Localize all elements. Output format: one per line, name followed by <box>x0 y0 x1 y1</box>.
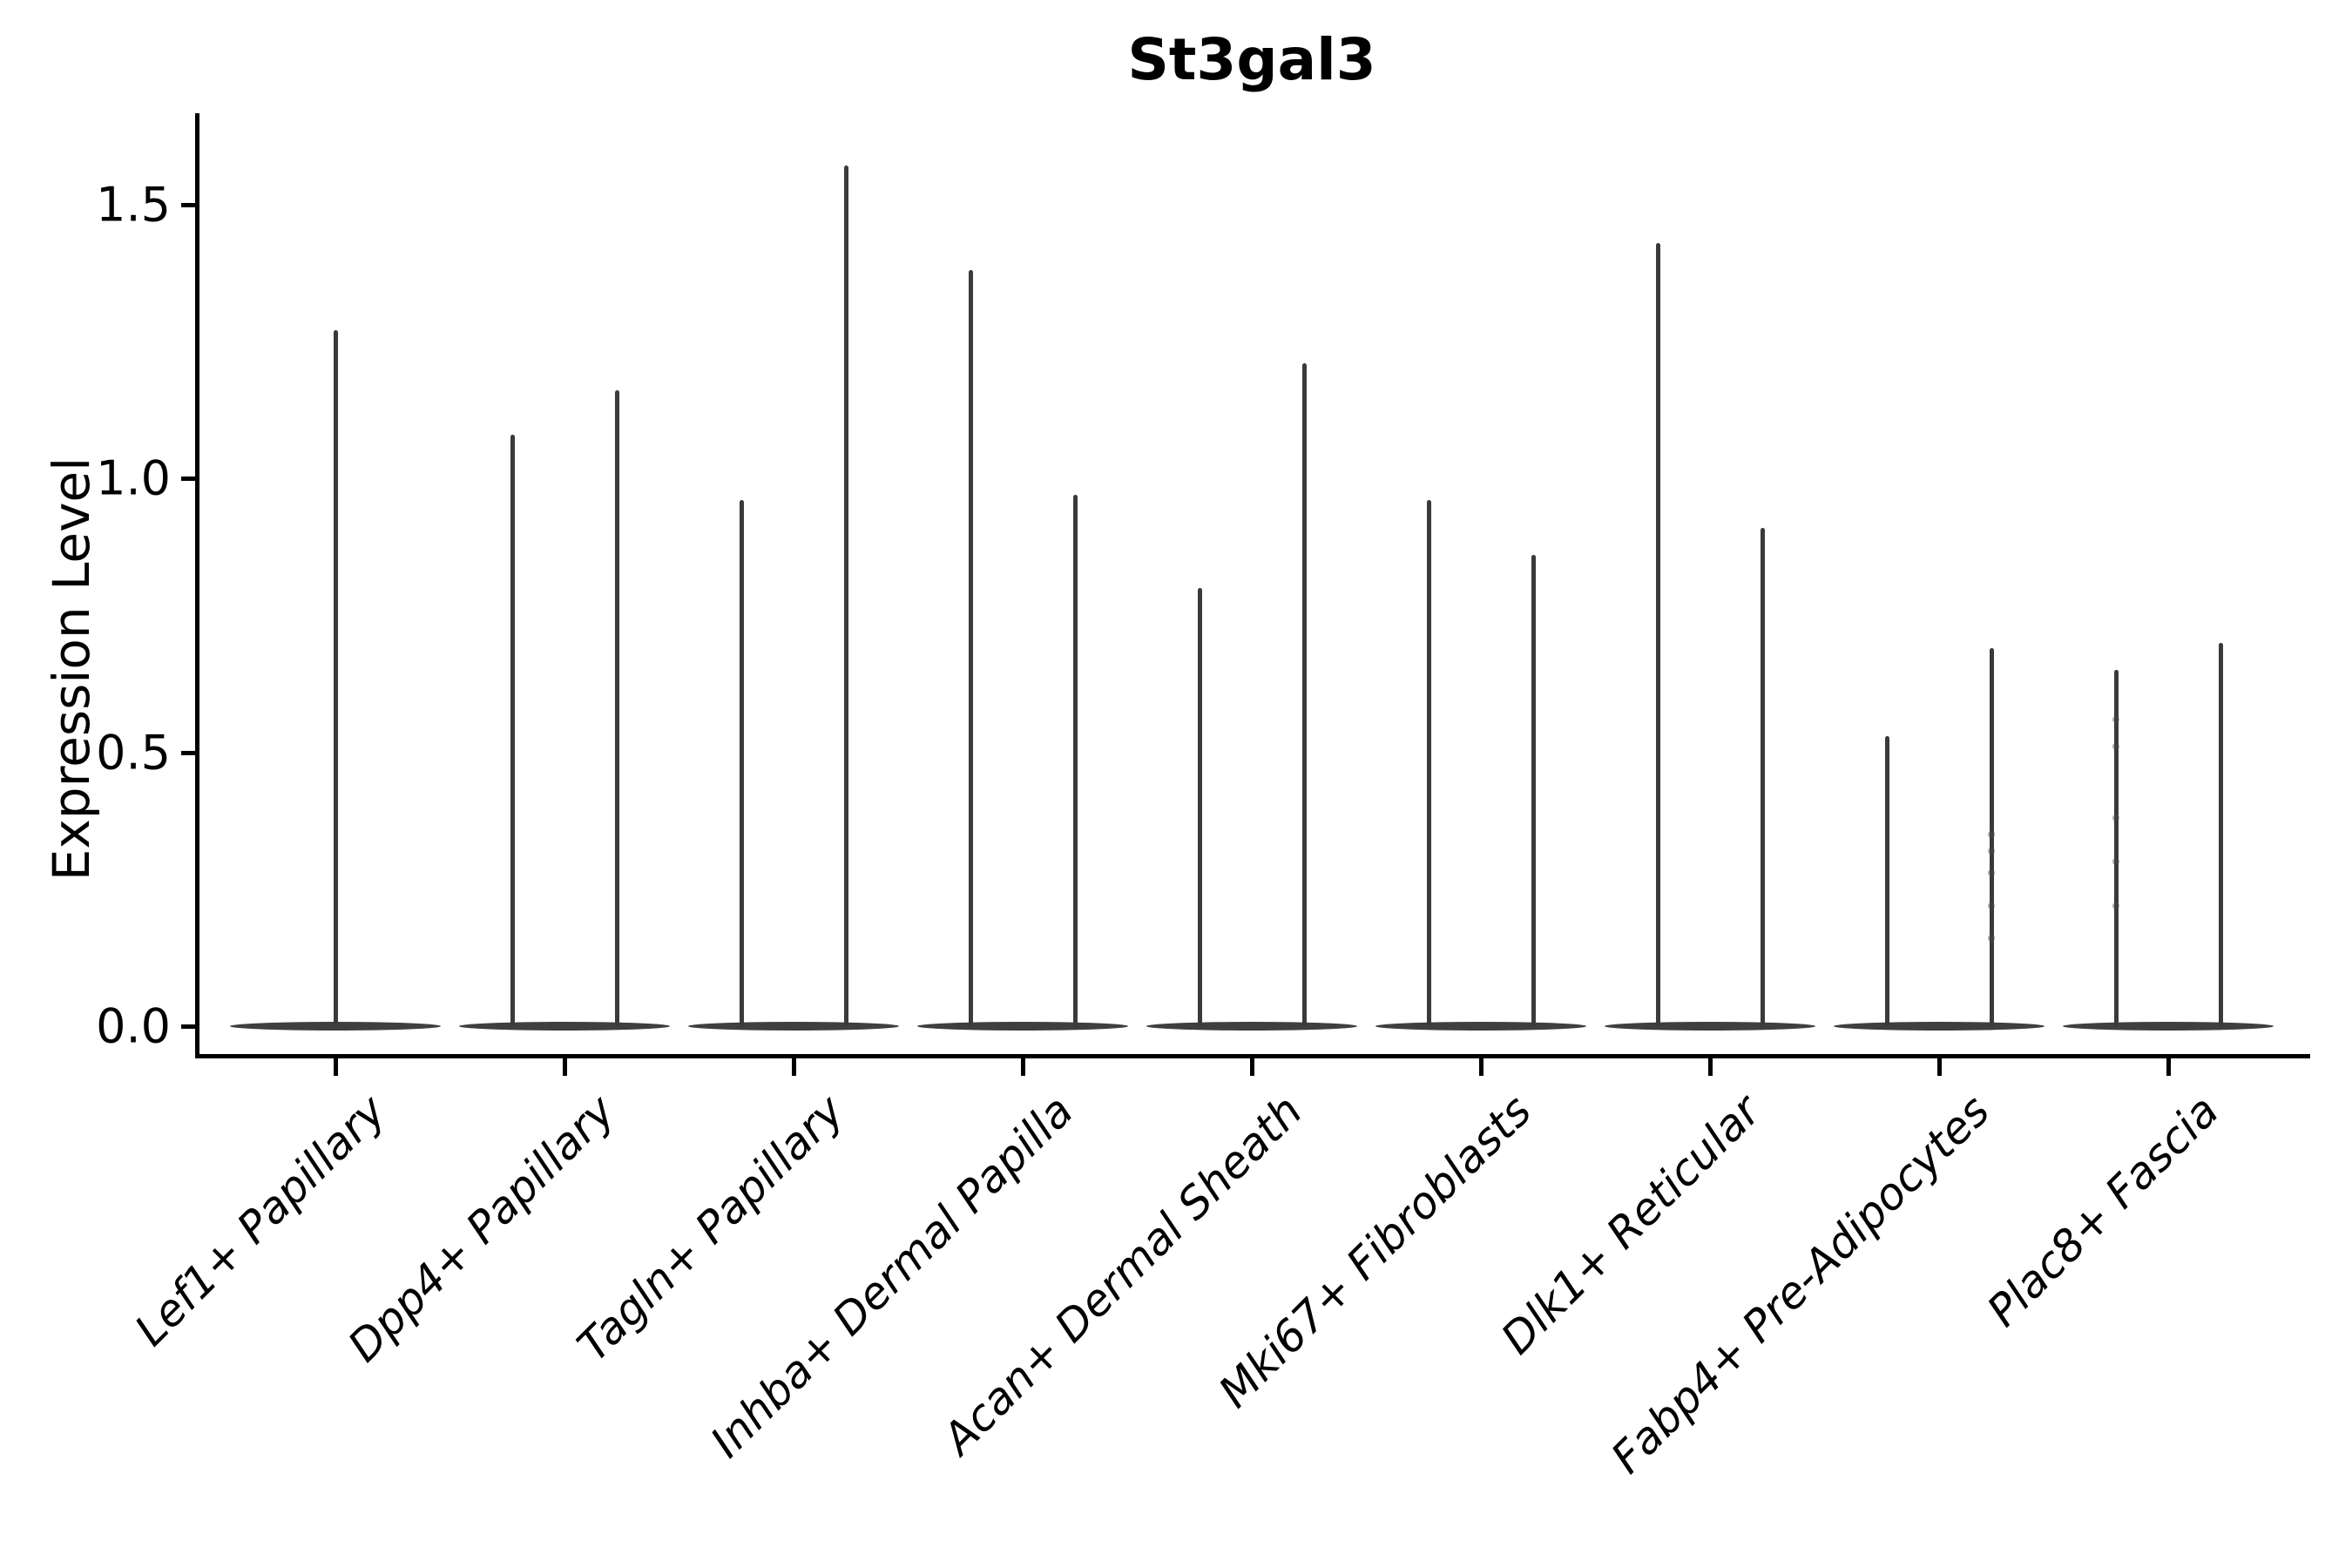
violin-spike <box>2114 670 2119 1026</box>
violin-spike <box>969 269 973 1026</box>
y-tick-label: 0.0 <box>96 998 171 1054</box>
expression-dot <box>2112 743 2119 751</box>
expression-dot <box>2112 902 2119 909</box>
chart-title: St3gal3 <box>1127 26 1376 93</box>
violin-spike <box>844 166 848 1026</box>
expression-dot <box>2112 814 2119 821</box>
x-tick <box>1708 1058 1713 1076</box>
expression-dot <box>1988 902 1995 909</box>
y-tick-label: 1.5 <box>96 177 171 232</box>
violin-spike <box>1656 242 1660 1026</box>
violin-body <box>230 1022 441 1031</box>
x-tick <box>334 1058 338 1076</box>
violin-body <box>1146 1022 1357 1031</box>
violin-spike <box>1073 494 1078 1026</box>
violin-body <box>2063 1022 2274 1031</box>
y-tick-label: 1.0 <box>96 450 171 506</box>
violin-body <box>1375 1022 1586 1031</box>
violin-body <box>1834 1022 2044 1031</box>
violin-spike <box>1990 647 1994 1026</box>
violin-body <box>459 1022 670 1031</box>
violin-spike <box>1531 555 1536 1026</box>
x-tick <box>1479 1058 1484 1076</box>
x-tick <box>2166 1058 2171 1076</box>
y-tick-label: 0.5 <box>96 725 171 780</box>
violin-spike <box>1198 587 1202 1026</box>
x-tick <box>1021 1058 1025 1076</box>
violin-body <box>917 1022 1128 1031</box>
expression-dot <box>2112 715 2119 723</box>
violin-spike <box>615 390 619 1026</box>
expression-dot <box>1988 830 1995 838</box>
expression-dot <box>1988 847 1995 855</box>
x-axis-spine <box>195 1054 2310 1058</box>
expression-dot <box>2112 858 2119 866</box>
violin-spike <box>1302 362 1307 1026</box>
violin-spike <box>334 330 338 1026</box>
violin-body <box>1605 1022 1815 1031</box>
y-tick <box>181 476 195 481</box>
violin-spike <box>1885 735 1889 1026</box>
violin-spike <box>740 500 744 1026</box>
violin-spike <box>2219 642 2223 1026</box>
expression-dot <box>1988 935 1995 943</box>
y-tick <box>181 202 195 207</box>
y-axis-label: Expression Level <box>42 456 101 882</box>
x-tick <box>1250 1058 1254 1076</box>
y-axis-spine <box>195 113 199 1058</box>
y-tick <box>181 750 195 755</box>
y-tick <box>181 1024 195 1029</box>
violin-spike <box>510 434 515 1026</box>
x-tick <box>792 1058 796 1076</box>
expression-dot <box>1988 868 1995 876</box>
x-tick <box>563 1058 567 1076</box>
violin-body <box>688 1022 899 1031</box>
violin-spike <box>1427 500 1431 1026</box>
violin-spike <box>1761 527 1765 1026</box>
x-tick <box>1937 1058 1942 1076</box>
